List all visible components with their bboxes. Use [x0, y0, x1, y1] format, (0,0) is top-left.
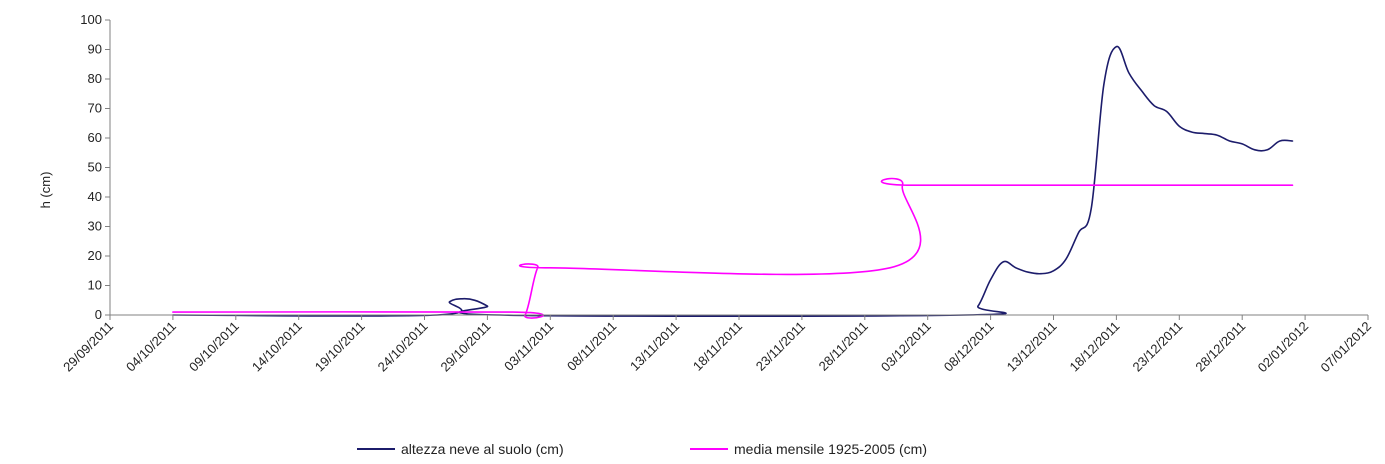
y-tick-label: 40 — [88, 189, 102, 204]
plot-area — [110, 20, 1368, 315]
y-tick-label: 30 — [88, 219, 102, 234]
x-tick-label: 28/11/2011 — [816, 319, 871, 374]
x-tick-label: 07/01/2012 — [1317, 319, 1374, 376]
x-tick-label: 29/10/2011 — [438, 319, 494, 375]
x-tick-label: 09/10/2011 — [186, 319, 242, 375]
y-tick-label: 80 — [88, 71, 102, 86]
y-tick-label: 100 — [80, 12, 102, 27]
x-tick-label: 04/10/2011 — [123, 319, 179, 375]
series-lines — [172, 45, 1294, 319]
x-tick-label: 23/11/2011 — [753, 319, 808, 374]
x-tick-label: 08/12/2011 — [941, 319, 997, 375]
series-line-1 — [172, 45, 1294, 317]
y-tick-label: 0 — [95, 307, 102, 322]
x-tick-label: 19/10/2011 — [312, 319, 368, 375]
x-tick-label: 18/11/2011 — [690, 319, 745, 374]
x-tick-label: 03/11/2011 — [501, 319, 556, 374]
x-tick-label: 13/11/2011 — [627, 319, 682, 374]
x-tick-label: 24/10/2011 — [375, 319, 431, 375]
y-tick-label: 50 — [88, 160, 102, 175]
x-tick-label: 28/12/2011 — [1192, 319, 1248, 375]
x-tick-label: 08/11/2011 — [564, 319, 619, 374]
x-tick-label: 18/12/2011 — [1067, 319, 1123, 375]
x-tick-labels: 29/09/2011 04/10/2011 09/10/2011 14/10/2011… — [60, 319, 1374, 376]
x-tick-label: 03/12/2011 — [878, 319, 934, 375]
x-tick-label: 29/09/2011 — [60, 319, 116, 375]
y-tick-label: 60 — [88, 130, 102, 145]
y-tick-label: 70 — [88, 101, 102, 116]
legend-label-2: media mensile 1925-2005 (cm) — [734, 441, 927, 457]
y-axis-title: h (cm) — [38, 172, 53, 209]
legend: altezza neve al suolo (cm) media mensile … — [357, 441, 927, 457]
x-tick-label: 02/01/2012 — [1255, 319, 1312, 376]
axes — [105, 19, 1369, 320]
y-tick-labels: 0 10 20 30 40 50 60 70 80 90 100 — [80, 12, 102, 322]
y-tick-label: 10 — [88, 278, 102, 293]
y-tick-label: 20 — [88, 248, 102, 263]
x-tick-label: 23/12/2011 — [1129, 319, 1185, 375]
x-tick-label: 13/12/2011 — [1004, 319, 1060, 375]
series-line-2 — [172, 177, 1294, 319]
legend-label-1: altezza neve al suolo (cm) — [401, 441, 564, 457]
x-tick-label: 14/10/2011 — [249, 319, 305, 375]
y-tick-label: 90 — [88, 42, 102, 57]
